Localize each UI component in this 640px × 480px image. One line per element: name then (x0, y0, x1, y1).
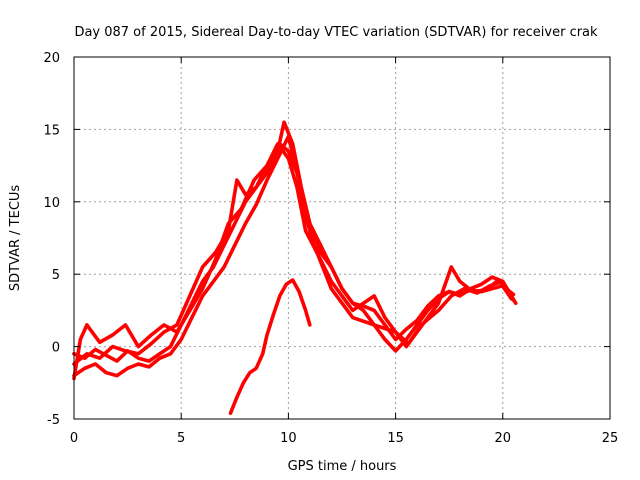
plot-frame (73, 56, 611, 420)
y-tick-label: -5 (47, 413, 60, 428)
y-tick-label: 0 (52, 341, 60, 356)
data-series (72, 120, 518, 416)
series-trace-4 (72, 142, 518, 381)
y-tick-label: 15 (43, 123, 60, 138)
y-axis-label: SDTVAR / TECUs (8, 185, 23, 292)
y-tick-label: 10 (43, 196, 60, 211)
x-tick-label: 15 (387, 431, 404, 446)
series-trace-3 (72, 142, 514, 366)
x-tick-label: 25 (602, 431, 619, 446)
x-tick-label: 5 (177, 431, 185, 446)
axis-ticks: 0 5 10 15 20 25 -5 0 5 10 15 20 (43, 51, 618, 446)
series-trace-1 (72, 120, 516, 363)
grid-lines (74, 57, 610, 419)
x-tick-label: 0 (70, 431, 78, 446)
x-tick-label: 10 (280, 431, 297, 446)
chart-title: Day 087 of 2015, Sidereal Day-to-day VTE… (74, 25, 598, 40)
y-tick-label: 20 (43, 51, 60, 66)
x-axis-label: GPS time / hours (288, 459, 397, 474)
x-tick-label: 20 (495, 431, 512, 446)
series-trace-5 (228, 278, 312, 416)
y-tick-label: 5 (52, 268, 60, 283)
